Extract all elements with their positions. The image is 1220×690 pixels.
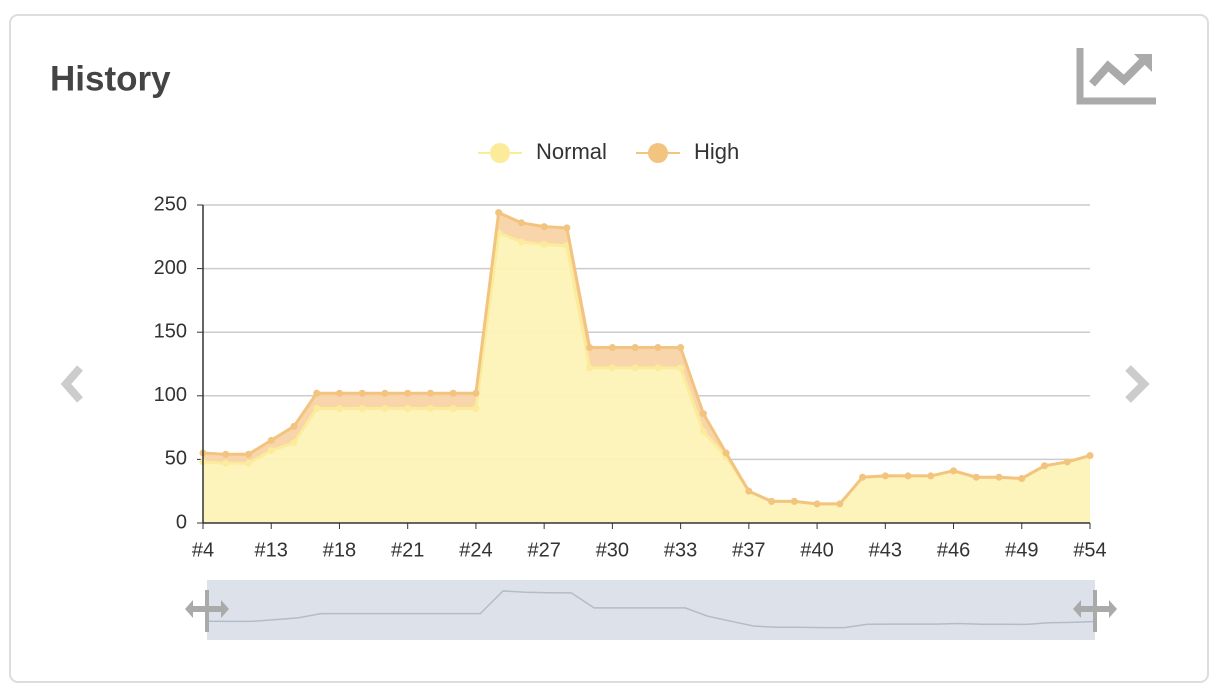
point [313, 389, 321, 397]
zoom-handle[interactable] [1073, 590, 1117, 632]
x-tick-label: #37 [732, 539, 765, 561]
point [472, 389, 480, 397]
x-tick-label: #24 [459, 539, 492, 561]
chart-icon[interactable] [1076, 48, 1156, 105]
point [426, 405, 434, 413]
point [881, 472, 889, 480]
point [404, 389, 412, 397]
y-tick-label: 250 [154, 193, 187, 215]
point [654, 364, 662, 372]
x-tick-label: #21 [391, 539, 424, 561]
point [563, 224, 571, 232]
point [472, 405, 480, 413]
point [904, 472, 912, 480]
point [1041, 462, 1049, 470]
x-tick-label: #4 [192, 539, 214, 561]
point [745, 487, 753, 495]
legend-label: Normal [536, 139, 607, 164]
point [631, 364, 639, 372]
point [813, 500, 821, 508]
point [495, 209, 503, 217]
y-tick-label: 100 [154, 384, 187, 406]
point [449, 405, 457, 413]
point [244, 450, 252, 458]
point [586, 343, 594, 351]
point [699, 410, 707, 418]
x-tick-label: #49 [1005, 539, 1038, 561]
point [267, 446, 275, 454]
next-arrow[interactable] [1125, 365, 1150, 403]
x-tick-label: #43 [869, 539, 902, 561]
point [449, 389, 457, 397]
point [335, 405, 343, 413]
point [927, 472, 935, 480]
point [699, 427, 707, 435]
point [335, 389, 343, 397]
point [677, 364, 685, 372]
y-tick-label: 50 [165, 448, 187, 470]
x-tick-label: #18 [323, 539, 356, 561]
x-tick-label: #54 [1073, 539, 1106, 561]
point [290, 422, 298, 430]
point [540, 223, 548, 231]
point [790, 497, 798, 505]
x-tick-label: #46 [937, 539, 970, 561]
x-tick-label: #33 [664, 539, 697, 561]
area [203, 232, 1090, 523]
x-tick-label: #40 [800, 539, 833, 561]
point [267, 436, 275, 444]
point [722, 449, 730, 457]
zoom-preview [206, 590, 1096, 629]
point [631, 343, 639, 351]
point [654, 343, 662, 351]
point [1063, 458, 1071, 466]
point [540, 240, 548, 248]
legend-marker [648, 143, 668, 163]
line [202, 210, 1091, 506]
point [290, 439, 298, 447]
legend-label: High [694, 139, 739, 164]
point [859, 473, 867, 481]
x-tick-label: #13 [255, 539, 288, 561]
point [358, 405, 366, 413]
point [972, 473, 980, 481]
point [404, 405, 412, 413]
legend-marker [490, 143, 510, 163]
point [381, 389, 389, 397]
zoom-handle[interactable] [185, 590, 229, 632]
point [313, 405, 321, 413]
point [381, 405, 389, 413]
prev-arrow[interactable] [60, 365, 84, 403]
point [586, 364, 594, 372]
point [1086, 452, 1094, 460]
point [608, 343, 616, 351]
zoom-slider [207, 580, 1095, 640]
x-tick-label: #27 [527, 539, 560, 561]
point [950, 467, 958, 475]
area [203, 212, 1090, 504]
point [244, 459, 252, 467]
point [677, 343, 685, 351]
point [836, 500, 844, 508]
point [1018, 474, 1026, 482]
point [768, 497, 776, 505]
point [608, 364, 616, 372]
x-tick-label: #30 [596, 539, 629, 561]
point [222, 459, 230, 467]
point [426, 389, 434, 397]
y-tick-label: 150 [154, 320, 187, 342]
point [995, 473, 1003, 481]
point [517, 219, 525, 227]
point [222, 450, 230, 458]
y-tick-label: 0 [176, 511, 187, 533]
y-tick-label: 200 [154, 257, 187, 279]
card-title: History [50, 59, 171, 98]
point [517, 238, 525, 246]
point [358, 389, 366, 397]
